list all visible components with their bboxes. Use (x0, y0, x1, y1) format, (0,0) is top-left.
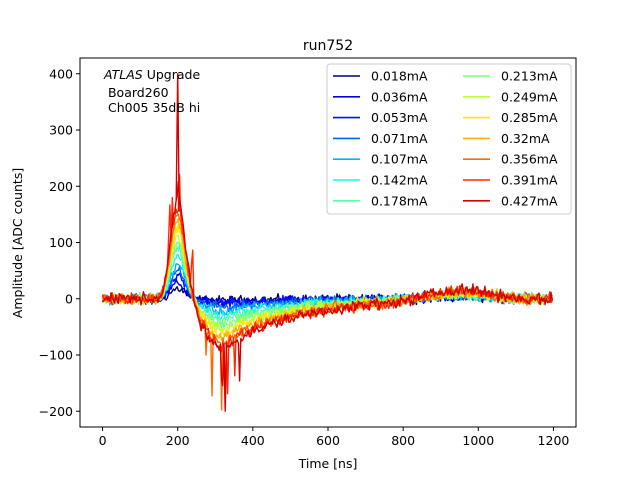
annotation-channel: Ch005 35dB hi (104, 100, 200, 115)
svg-text:ATLAS Upgrade: ATLAS Upgrade (103, 67, 200, 82)
x-tick-label: 1000 (462, 433, 494, 448)
legend-label: 0.32mA (501, 131, 550, 146)
x-tick-label: 400 (241, 433, 265, 448)
x-tick-label: 200 (166, 433, 190, 448)
legend-label: 0.427mA (501, 193, 558, 208)
legend-label: 0.053mA (371, 110, 428, 125)
x-tick-label: 800 (391, 433, 415, 448)
annotation-board: Board260 (104, 85, 169, 100)
series-line (102, 73, 553, 412)
y-tick-label: 200 (49, 179, 73, 194)
x-tick-label: 0 (99, 433, 107, 448)
y-tick-label: 100 (49, 235, 73, 250)
y-tick-label: −100 (39, 348, 73, 363)
legend-label: 0.391mA (501, 173, 558, 188)
annotation-upgrade: Upgrade (143, 67, 201, 82)
annotation: ATLAS Upgrade Board260 Ch005 35dB hi (103, 67, 200, 115)
y-tick-label: 0 (65, 291, 73, 306)
legend-label: 0.071mA (371, 131, 428, 146)
x-tick-label: 600 (316, 433, 340, 448)
legend-label: 0.142mA (371, 173, 428, 188)
legend-label: 0.285mA (501, 110, 558, 125)
legend-label: 0.213mA (501, 69, 558, 84)
x-tick-label: 1200 (538, 433, 570, 448)
x-axis: 0 200 400 600 800 1000 1200 (99, 427, 570, 448)
legend-label: 0.018mA (371, 69, 428, 84)
chart-title: run752 (303, 38, 353, 54)
y-tick-label: 300 (49, 123, 73, 138)
legend-label: 0.036mA (371, 89, 428, 104)
legend-label: 0.249mA (501, 89, 558, 104)
y-axis-label: Amplitude [ADC counts] (10, 168, 25, 318)
annotation-atlas: ATLAS (103, 67, 143, 82)
x-axis-label: Time [ns] (298, 456, 358, 471)
legend: 0.018mA 0.036mA 0.053mA 0.071mA 0.107mA 0.142… (326, 63, 572, 215)
y-tick-label: −200 (39, 404, 73, 419)
legend-box (326, 63, 572, 215)
legend-label: 0.178mA (371, 193, 428, 208)
y-tick-label: 400 (49, 66, 73, 81)
legend-label: 0.107mA (371, 152, 428, 167)
series-layer (101, 73, 553, 412)
legend-label: 0.356mA (501, 152, 558, 167)
y-axis: −200 −100 0 100 200 300 400 (39, 66, 80, 419)
